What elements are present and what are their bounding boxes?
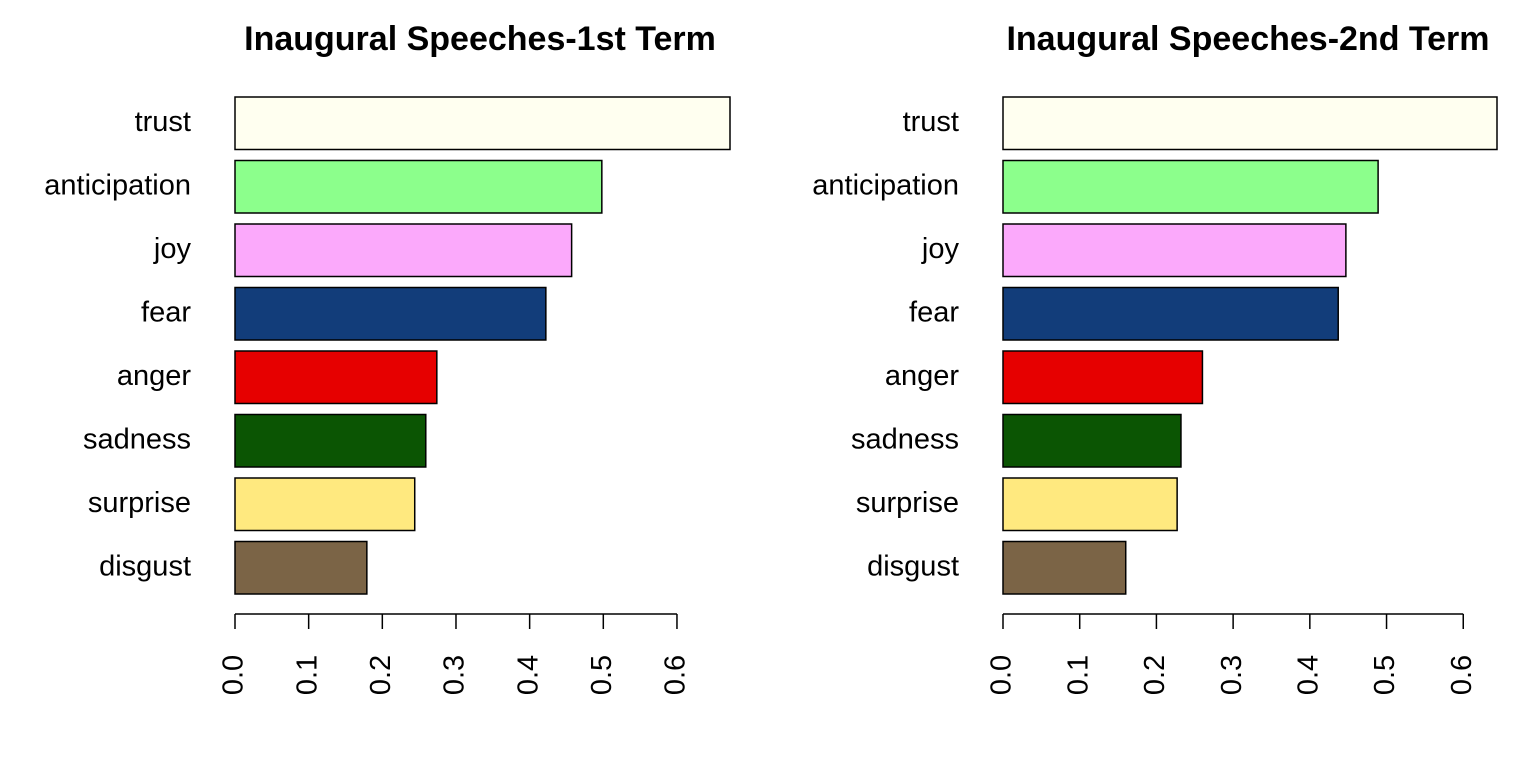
x-tick-label: 0.6 xyxy=(1446,655,1478,695)
x-tick-label: 0.0 xyxy=(986,655,1018,695)
y-tick-label: disgust xyxy=(99,550,191,582)
x-tick-label: 0.2 xyxy=(1139,655,1171,695)
y-tick-label: joy xyxy=(921,233,960,265)
x-tick-label: 0.6 xyxy=(660,655,692,695)
x-tick-label: 0.3 xyxy=(1216,655,1248,695)
bar xyxy=(234,350,438,405)
bar xyxy=(234,286,547,341)
y-tick-label: trust xyxy=(903,106,959,138)
chart-title: Inaugural Speeches-2nd Term xyxy=(1006,20,1489,58)
x-tick-label: 0.5 xyxy=(586,655,618,695)
x-tick-label: 0.2 xyxy=(365,655,397,695)
x-tick-label: 0.4 xyxy=(1292,655,1324,695)
x-tick-label: 0.0 xyxy=(218,655,250,695)
y-tick-label: surprise xyxy=(88,487,191,519)
chart-title: Inaugural Speeches-1st Term xyxy=(244,20,716,58)
x-tick-label: 0.1 xyxy=(1062,655,1094,695)
y-tick-label: fear xyxy=(141,296,191,328)
y-tick-label: trust xyxy=(135,106,191,138)
y-tick-label: joy xyxy=(153,233,192,265)
bar xyxy=(234,223,573,278)
y-tick-label: fear xyxy=(909,296,959,328)
y-tick-label: anticipation xyxy=(812,169,959,201)
y-tick-label: anger xyxy=(117,360,192,392)
bar xyxy=(1002,540,1127,595)
x-tick-label: 0.1 xyxy=(291,655,323,695)
y-tick-label: anger xyxy=(885,360,960,392)
bar xyxy=(234,96,731,151)
bar xyxy=(1002,223,1347,278)
bar xyxy=(1002,477,1178,532)
y-tick-label: sadness xyxy=(851,423,959,455)
x-tick-label: 0.3 xyxy=(439,655,471,695)
bar xyxy=(234,540,368,595)
bar xyxy=(1002,413,1182,468)
x-tick-label: 0.4 xyxy=(512,655,544,695)
bar xyxy=(1002,286,1339,341)
bar xyxy=(1002,96,1498,151)
bar xyxy=(1002,159,1379,214)
x-tick-label: 0.5 xyxy=(1369,655,1401,695)
bar xyxy=(234,477,416,532)
bar xyxy=(1002,350,1204,405)
y-tick-label: disgust xyxy=(867,550,959,582)
y-tick-label: anticipation xyxy=(44,169,191,201)
y-tick-label: sadness xyxy=(83,423,191,455)
bar xyxy=(234,159,603,214)
y-tick-label: surprise xyxy=(856,487,959,519)
bar xyxy=(234,413,427,468)
